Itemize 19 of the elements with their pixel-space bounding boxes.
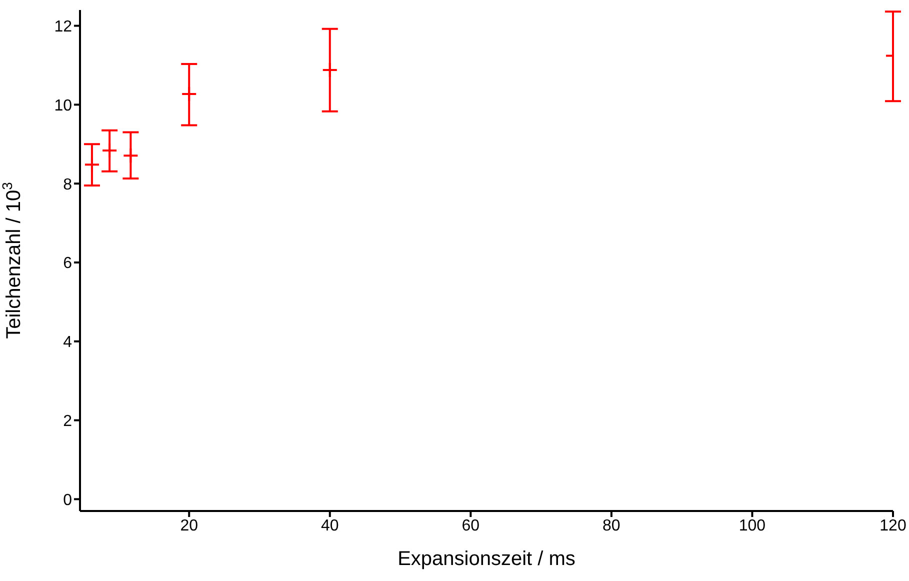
x-tick-label: 40: [320, 517, 339, 534]
x-axis-title: Expansionszeit / ms: [398, 548, 576, 570]
y-tick-label: 6: [63, 255, 72, 272]
point: [84, 156, 100, 173]
x-tick-label: 80: [602, 517, 620, 534]
y-tick-label: 0: [63, 492, 72, 509]
x-tick-label: 100: [738, 517, 766, 534]
point: [122, 148, 139, 164]
x-tick-label: 120: [880, 517, 906, 534]
y-tick-label: 2: [63, 412, 72, 430]
point: [322, 62, 338, 78]
x-tick-label: 60: [462, 517, 480, 534]
y-tick-label: 4: [63, 334, 72, 352]
y-tick-label: 10: [54, 97, 72, 114]
y-tick-label: 12: [54, 18, 72, 36]
x-tick-label: 20: [180, 517, 198, 534]
point: [181, 86, 198, 102]
point: [102, 142, 118, 158]
y-tick-label: 8: [63, 176, 72, 194]
